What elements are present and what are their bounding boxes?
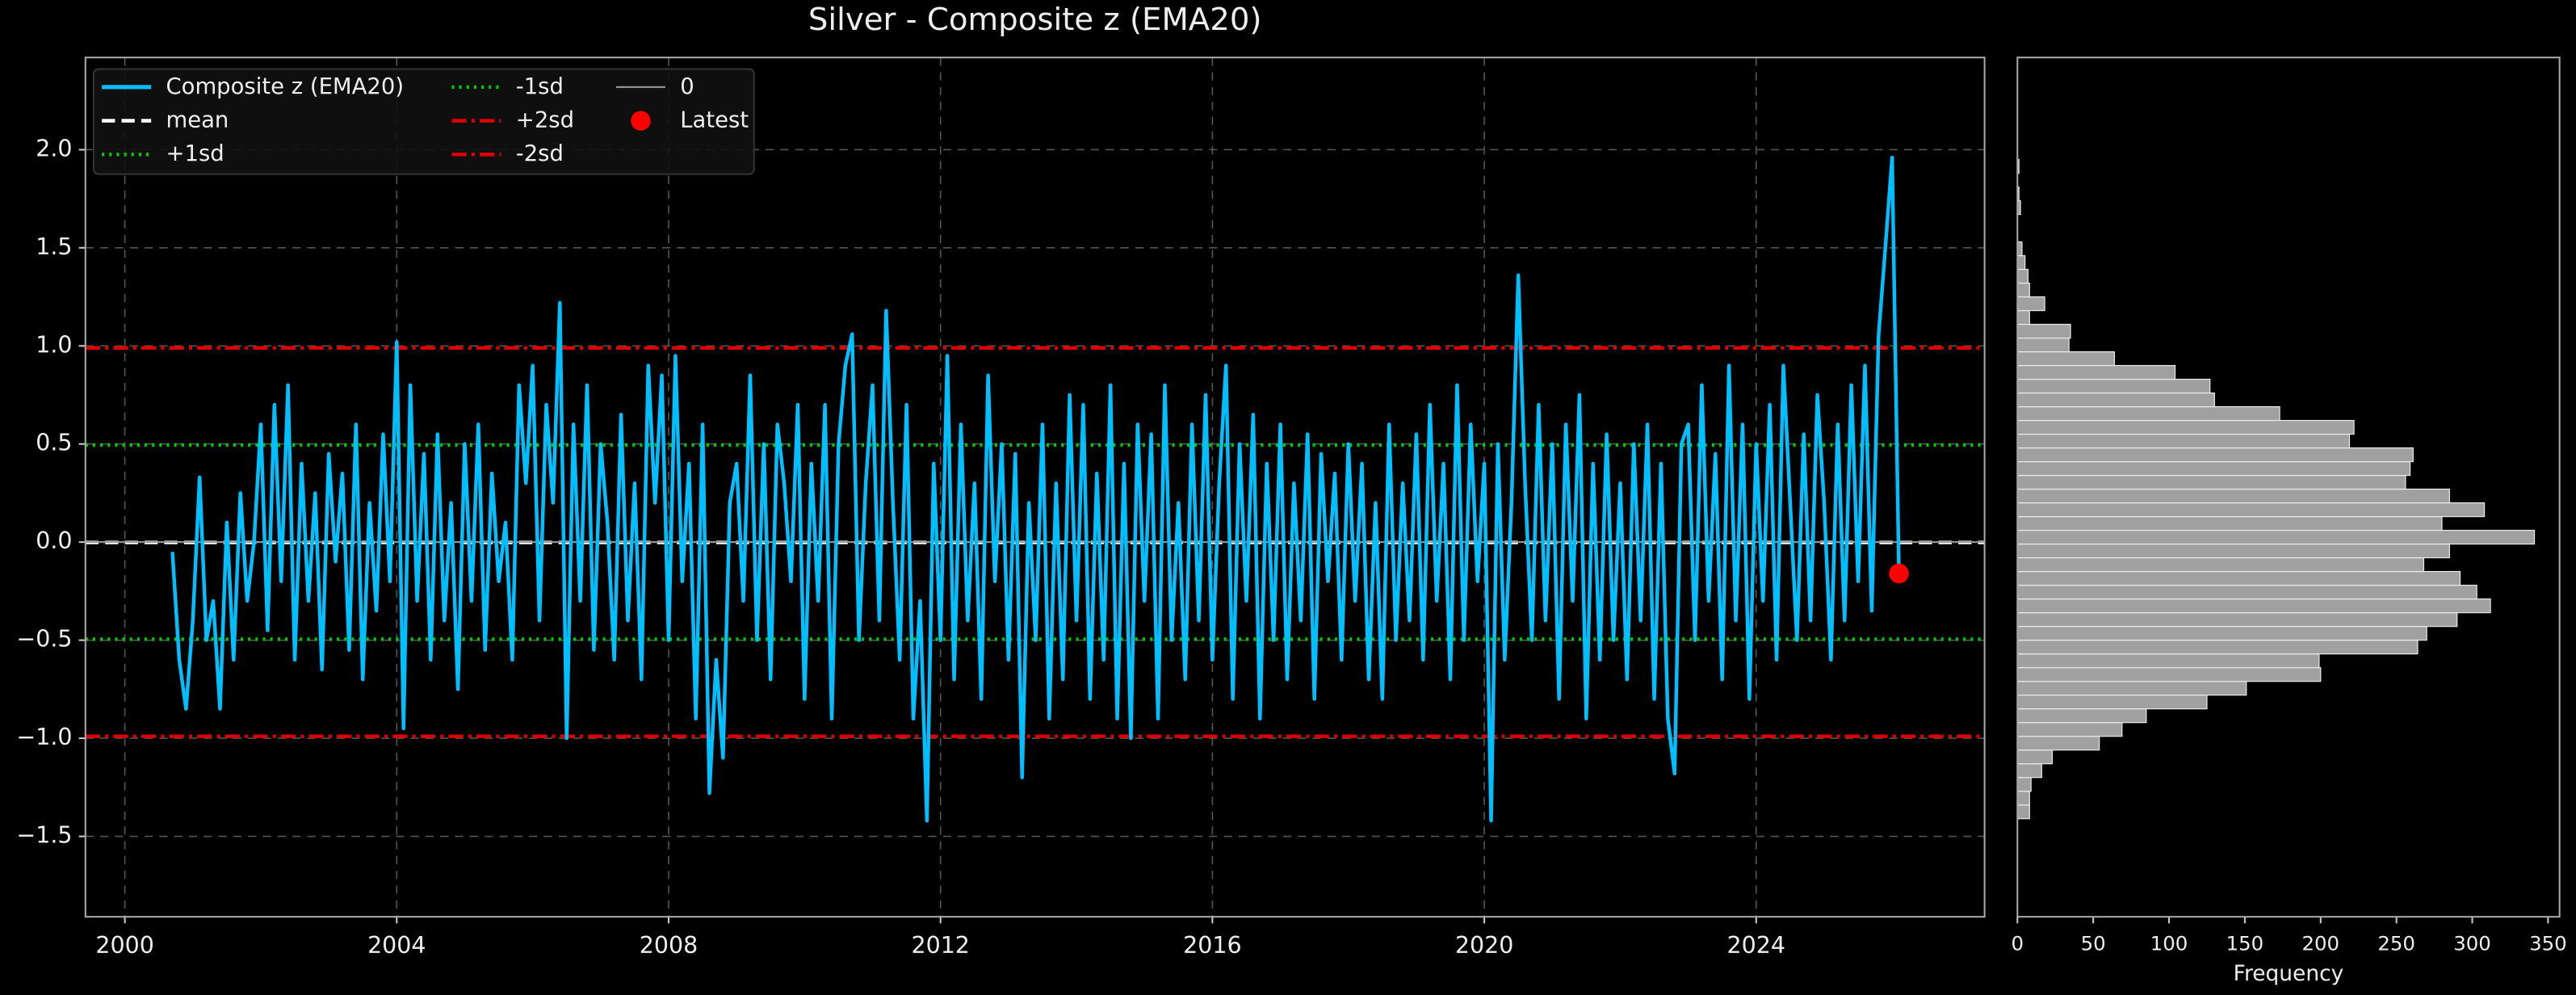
latest-point — [1889, 563, 1909, 584]
histogram-bar — [2016, 681, 2247, 696]
histogram-bar — [2016, 268, 2029, 284]
histogram-bar — [2016, 309, 2030, 325]
histogram-bar — [2016, 489, 2450, 504]
x-tick-label: 100 — [2150, 932, 2188, 955]
x-tick-label: 2004 — [367, 932, 426, 959]
y-tick-label: 2.0 — [36, 135, 72, 162]
histogram-bar — [2016, 364, 2176, 380]
histogram-bar — [2016, 626, 2427, 641]
x-tick-label: 300 — [2453, 932, 2491, 955]
plot-frame — [2016, 57, 2561, 918]
x-tick-label: 250 — [2377, 932, 2415, 955]
histogram-bar — [2016, 474, 2406, 490]
histogram-bar — [2016, 447, 2414, 463]
plot-frame — [84, 57, 1986, 918]
legend-box — [92, 68, 755, 175]
chart-title: Silver - Composite z (EMA20) — [808, 2, 1262, 38]
histogram-bar — [2016, 571, 2461, 586]
histogram-bar — [2016, 749, 2054, 765]
x-tick-label: 2008 — [640, 932, 698, 959]
legend-label: -1sd — [516, 74, 564, 99]
x-axis-label: Frequency — [2234, 961, 2344, 986]
legend-label: 0 — [680, 74, 694, 99]
x-tick-label: 0 — [2012, 932, 2024, 955]
legend-label: Composite z (EMA20) — [166, 74, 404, 99]
histogram-bar — [2016, 777, 2032, 792]
x-tick-label: 200 — [2301, 932, 2339, 955]
histogram-bar — [2016, 296, 2045, 312]
y-tick-label: −1.5 — [16, 822, 72, 849]
histogram-bar — [2016, 282, 2030, 298]
series-line — [170, 155, 1901, 823]
histogram-bar — [2016, 530, 2536, 545]
legend-label: Latest — [680, 108, 749, 133]
histogram-bar — [2016, 791, 2030, 806]
histogram-bar — [2016, 544, 2450, 559]
histogram-bar — [2016, 254, 2026, 271]
histogram-bar — [2016, 557, 2425, 573]
x-tick-label: 2016 — [1183, 932, 1241, 959]
histogram-bar — [2016, 433, 2351, 449]
legend-label: +2sd — [516, 108, 574, 133]
x-tick-label: 2000 — [95, 932, 153, 959]
histogram-bar — [2016, 392, 2215, 408]
histogram-bar — [2016, 351, 2116, 367]
histogram-bar — [2016, 460, 2411, 477]
x-tick-label: 2024 — [1727, 932, 1785, 959]
legend-label: +1sd — [166, 141, 224, 166]
legend-label: -2sd — [516, 141, 564, 166]
histogram-bar — [2016, 708, 2147, 724]
histogram-bar — [2016, 502, 2486, 518]
y-tick-label: 0.0 — [36, 527, 72, 554]
histogram-bar — [2016, 612, 2458, 628]
histogram-bar — [2016, 804, 2030, 820]
histogram-bar — [2016, 337, 2070, 353]
histogram-bar — [2016, 516, 2443, 531]
y-tick-label: −1.0 — [16, 724, 72, 750]
legend-label: mean — [166, 108, 229, 133]
x-tick-label: 350 — [2529, 932, 2567, 955]
histogram-bar — [2016, 695, 2208, 710]
histogram-bar — [2016, 598, 2491, 614]
histogram-bar — [2016, 378, 2211, 394]
histogram-bar — [2016, 653, 2320, 669]
histogram-bar — [2016, 736, 2100, 751]
histogram-bar — [2016, 419, 2355, 435]
histogram-bar — [2016, 323, 2071, 339]
x-tick-label: 150 — [2226, 932, 2264, 955]
histogram-bar — [2016, 722, 2123, 737]
x-tick-label: 2020 — [1455, 932, 1513, 959]
histogram-bar — [2016, 640, 2419, 655]
y-tick-label: 1.0 — [36, 331, 72, 358]
y-tick-label: 0.5 — [36, 430, 72, 456]
histogram-bar — [2016, 667, 2322, 682]
x-tick-label: 50 — [2081, 932, 2106, 955]
y-tick-label: 1.5 — [36, 233, 72, 260]
y-tick-label: −0.5 — [16, 626, 72, 653]
histogram-bar — [2016, 763, 2042, 779]
histogram-bar — [2016, 585, 2477, 600]
histogram-bar — [2016, 405, 2280, 422]
legend-handle — [631, 111, 651, 131]
x-tick-label: 2012 — [911, 932, 969, 959]
